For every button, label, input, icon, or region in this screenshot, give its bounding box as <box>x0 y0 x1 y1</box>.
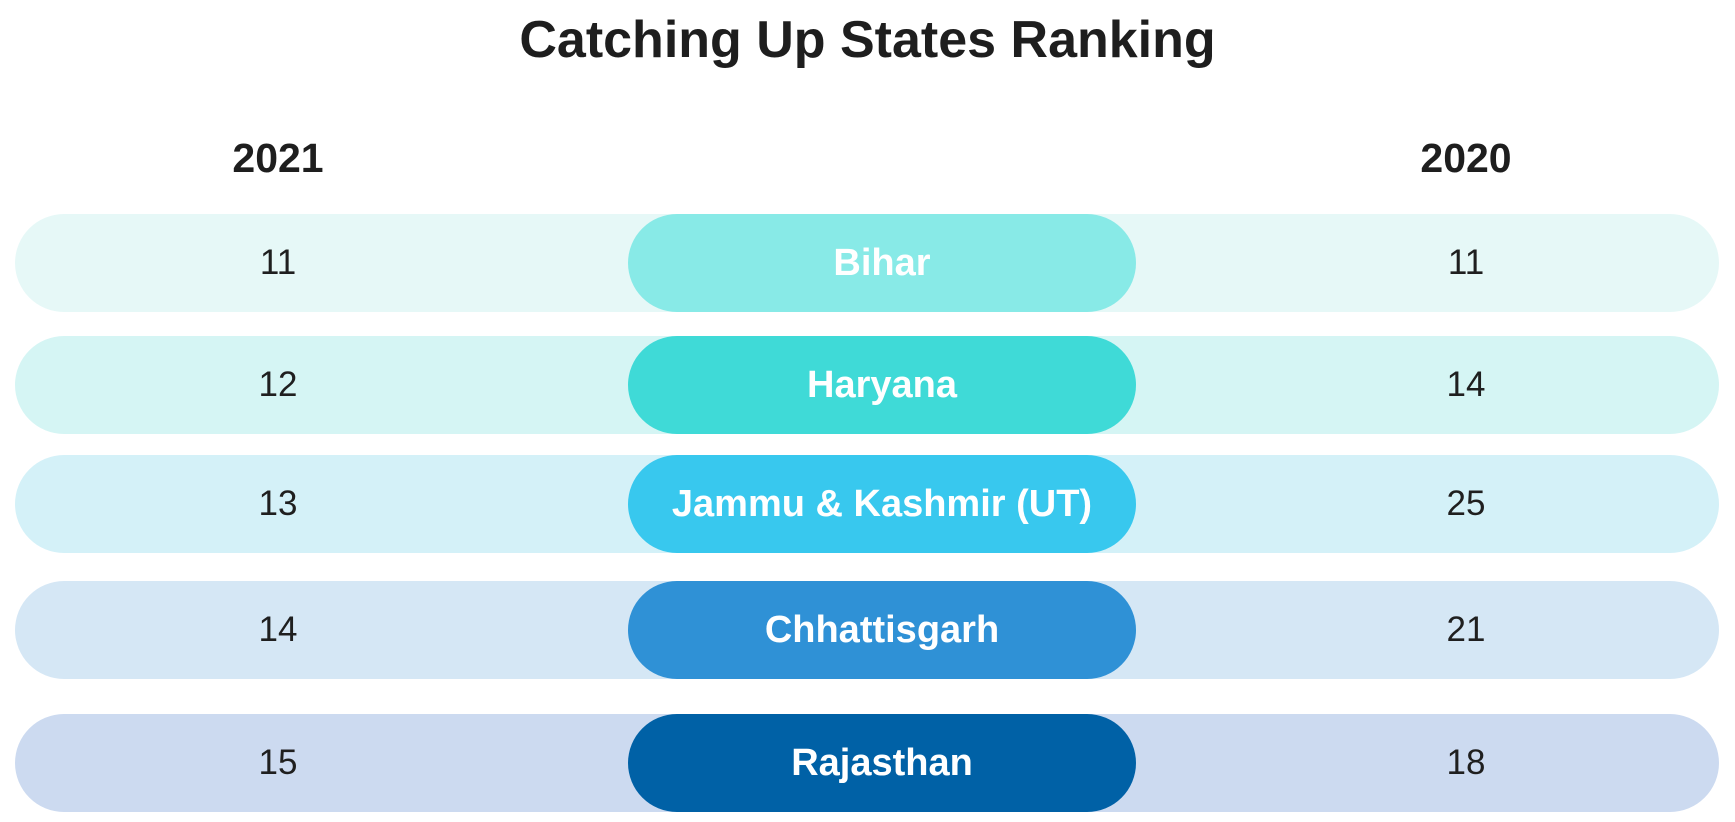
ranking-row: 15 Rajasthan 18 <box>15 714 1719 812</box>
ranking-row: 14 Chhattisgarh 21 <box>15 581 1719 679</box>
state-pill: Rajasthan <box>628 714 1136 812</box>
ranking-row: 12 Haryana 14 <box>15 336 1719 434</box>
rank-2021-value: 11 <box>259 243 297 282</box>
state-pill: Jammu & Kashmir (UT) <box>628 455 1136 553</box>
chart-title: Catching Up States Ranking <box>519 11 1216 69</box>
rank-2021-value: 13 <box>258 484 298 523</box>
state-pill: Haryana <box>628 336 1136 434</box>
rank-2020-value: 11 <box>1447 243 1485 282</box>
rank-2020-value: 21 <box>1446 610 1486 649</box>
column-header-2021: 2021 <box>232 135 324 181</box>
rank-2020-value: 18 <box>1446 743 1486 782</box>
ranking-row: 11 Bihar 11 <box>15 214 1719 312</box>
rank-2021-value: 12 <box>258 365 298 404</box>
rank-2021-value: 14 <box>258 610 298 649</box>
ranking-row: 13 Jammu & Kashmir (UT) 25 <box>15 455 1719 553</box>
rank-2020-value: 25 <box>1446 484 1486 523</box>
state-pill: Bihar <box>628 214 1136 312</box>
column-header-2020: 2020 <box>1420 135 1512 181</box>
rank-2020-value: 14 <box>1446 365 1486 404</box>
state-pill: Chhattisgarh <box>628 581 1136 679</box>
rank-2021-value: 15 <box>258 743 298 782</box>
